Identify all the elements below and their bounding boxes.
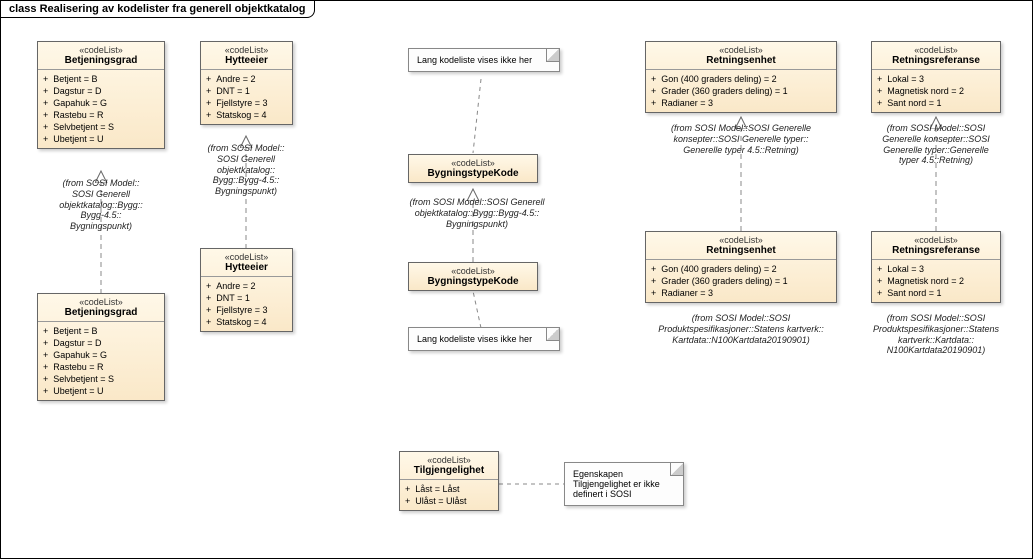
frame-title: class Realisering av kodelister fra gene… [1,1,315,18]
stereotype: «codeList» [404,455,494,465]
class-retningsenhet-child: «codeList» Retningsenhet + Gon (400 grad… [645,231,837,303]
attribute: + Ubetjent = U [43,133,159,145]
class-name: Betjeningsgrad [42,55,160,66]
note-lang-kodeliste-1: Lang kodeliste vises ikke her [408,48,560,72]
class-name: Hytteeier [205,55,288,66]
class-body: + Andre = 2+ DNT = 1+ Fjellstyre = 3+ St… [201,70,292,124]
class-body: + Betjent = B+ Dagstur = D+ Gapahuk = G+… [38,70,164,148]
stereotype: «codeList» [650,45,832,55]
attribute: + Fjellstyre = 3 [206,304,287,316]
origin-text: (from SOSI Model::SOSIProduktspesifikasj… [859,313,1013,356]
attribute: + Låst = Låst [405,483,493,495]
stereotype: «codeList» [205,45,288,55]
class-body: + Låst = Låst+ Ulåst = Ulåst [400,480,498,510]
attribute: + Lokal = 3 [877,73,995,85]
class-body: + Gon (400 graders deling) = 2+ Grader (… [646,70,836,112]
class-name: BygningstypeKode [413,276,533,287]
class-betjeningsgrad-parent: «codeList» Betjeningsgrad + Betjent = B+… [37,41,165,149]
attribute: + Sant nord = 1 [877,97,995,109]
class-retningsenhet-parent: «codeList» Retningsenhet + Gon (400 grad… [645,41,837,113]
attribute: + Gon (400 graders deling) = 2 [651,73,831,85]
stereotype: «codeList» [42,297,160,307]
attribute: + Grader (360 graders deling) = 1 [651,85,831,97]
attribute: + Gapahuk = G [43,349,159,361]
class-hytteeier-child: «codeList» Hytteeier + Andre = 2+ DNT = … [200,248,293,332]
attribute: + Radianer = 3 [651,287,831,299]
attribute: + Fjellstyre = 3 [206,97,287,109]
note-lang-kodeliste-2: Lang kodeliste vises ikke her [408,327,560,351]
origin-text: (from SOSI Model::SOSI Generellobjektkat… [196,143,296,197]
attribute: + Rastebu = R [43,109,159,121]
class-hytteeier-parent: «codeList» Hytteeier + Andre = 2+ DNT = … [200,41,293,125]
stereotype: «codeList» [876,45,996,55]
attribute: + Statskog = 4 [206,109,287,121]
class-betjeningsgrad-child: «codeList» Betjeningsgrad + Betjent = B+… [37,293,165,401]
attribute: + Selvbetjent = S [43,121,159,133]
attribute: + Andre = 2 [206,73,287,85]
attribute: + DNT = 1 [206,85,287,97]
origin-text: (from SOSI Model::SOSI Generellobjektkat… [43,178,159,232]
attribute: + Gapahuk = G [43,97,159,109]
class-name: Betjeningsgrad [42,307,160,318]
origin-text: (from SOSI Model::SOSI Generellobjektkat… [391,197,563,229]
attribute: + Lokal = 3 [877,263,995,275]
stereotype: «codeList» [42,45,160,55]
attribute: + Betjent = B [43,325,159,337]
attribute: + Ubetjent = U [43,385,159,397]
attribute: + Rastebu = R [43,361,159,373]
class-name: Retningsenhet [650,245,832,256]
stereotype: «codeList» [650,235,832,245]
note-tilgjengelighet: EgenskapenTilgjengelighet er ikkedefiner… [564,462,684,506]
attribute: + Ulåst = Ulåst [405,495,493,507]
origin-text: (from SOSI Model::SOSI Generellekonsepte… [645,123,837,155]
attribute: + Selvbetjent = S [43,373,159,385]
class-body: + Gon (400 graders deling) = 2+ Grader (… [646,260,836,302]
attribute: + Radianer = 3 [651,97,831,109]
attribute: + Dagstur = D [43,85,159,97]
attribute: + DNT = 1 [206,292,287,304]
class-body: + Betjent = B+ Dagstur = D+ Gapahuk = G+… [38,322,164,400]
stereotype: «codeList» [876,235,996,245]
class-retningsreferanse-parent: «codeList» Retningsreferanse + Lokal = 3… [871,41,1001,113]
class-name: Hytteeier [205,262,288,273]
stereotype: «codeList» [413,266,533,276]
class-name: Retningsreferanse [876,55,996,66]
attribute: + Dagstur = D [43,337,159,349]
attribute: + Andre = 2 [206,280,287,292]
class-body: + Lokal = 3+ Magnetisk nord = 2+ Sant no… [872,260,1000,302]
class-tilgjengelighet: «codeList» Tilgjengelighet + Låst = Låst… [399,451,499,511]
diagram-frame: class Realisering av kodelister fra gene… [0,0,1033,559]
origin-text: (from SOSI Model::SOSIProduktspesifikasj… [633,313,849,345]
attribute: + Magnetisk nord = 2 [877,275,995,287]
class-name: Retningsreferanse [876,245,996,256]
attribute: + Magnetisk nord = 2 [877,85,995,97]
class-bygningstypekode-child: «codeList» BygningstypeKode [408,262,538,291]
class-body: + Lokal = 3+ Magnetisk nord = 2+ Sant no… [872,70,1000,112]
class-retningsreferanse-child: «codeList» Retningsreferanse + Lokal = 3… [871,231,1001,303]
class-name: Tilgjengelighet [404,465,494,476]
attribute: + Sant nord = 1 [877,287,995,299]
class-name: BygningstypeKode [413,168,533,179]
attribute: + Betjent = B [43,73,159,85]
attribute: + Gon (400 graders deling) = 2 [651,263,831,275]
stereotype: «codeList» [413,158,533,168]
class-bygningstypekode-parent: «codeList» BygningstypeKode [408,154,538,183]
class-name: Retningsenhet [650,55,832,66]
origin-text: (from SOSI Model::SOSIGenerelle konsepte… [863,123,1009,166]
attribute: + Statskog = 4 [206,316,287,328]
class-body: + Andre = 2+ DNT = 1+ Fjellstyre = 3+ St… [201,277,292,331]
stereotype: «codeList» [205,252,288,262]
attribute: + Grader (360 graders deling) = 1 [651,275,831,287]
